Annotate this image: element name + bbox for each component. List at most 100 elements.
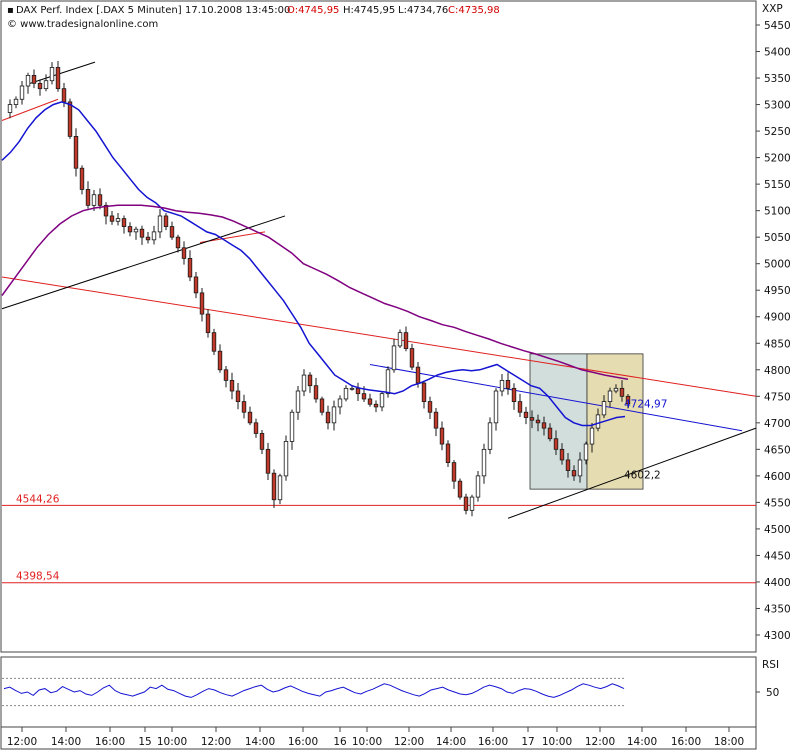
candle-body — [361, 393, 367, 400]
red-short-trend — [1, 98, 59, 121]
candle-body — [523, 411, 529, 418]
x-tick-label: 10:00 — [157, 736, 187, 748]
candle-body — [265, 448, 271, 474]
x-tick-label: 16:00 — [478, 736, 508, 748]
candle-body — [457, 480, 463, 498]
candle-body — [613, 387, 619, 392]
header-title: DAX Perf. Index [.DAX 5 Minuten] — [16, 5, 182, 16]
candle-body — [55, 67, 61, 90]
header-datetime: 17.10.2008 13:45:00 — [185, 5, 290, 16]
candle-body — [43, 80, 49, 90]
red-trend-line — [1, 276, 757, 397]
candle-body — [475, 475, 481, 498]
candle-body — [625, 395, 631, 405]
candle-body — [559, 448, 565, 461]
candle-body — [283, 440, 289, 477]
candle-body — [607, 390, 613, 403]
x-tick-label: 10:00 — [352, 736, 382, 748]
y-tick-label: 5450 — [764, 20, 791, 32]
candle-body — [211, 332, 217, 352]
annotations: 4724,97 4602,2 — [624, 399, 667, 482]
candle-body — [151, 231, 157, 241]
candle-body — [313, 385, 319, 400]
x-tick-label: 18:00 — [714, 736, 744, 748]
support-line-label: 4398,54 — [16, 571, 60, 583]
candle-body — [175, 236, 181, 249]
candle-body — [601, 401, 607, 416]
candle-body — [235, 390, 241, 403]
candle-body — [67, 101, 73, 137]
candle-body — [127, 226, 133, 233]
y-tick-label: 5100 — [764, 206, 791, 218]
candle-body — [289, 411, 295, 442]
y-tick-label: 4650 — [764, 444, 791, 456]
candle-body — [517, 401, 523, 413]
candle-body — [199, 292, 205, 315]
candle-body — [337, 398, 343, 408]
candle-body — [415, 366, 421, 384]
black-short-trend — [29, 61, 96, 84]
candle-body — [49, 67, 55, 82]
candle-body — [349, 387, 355, 390]
candle-body — [217, 350, 223, 371]
y-tick-label: 4800 — [764, 365, 791, 377]
candle-body — [505, 379, 511, 389]
candle-body — [205, 313, 211, 334]
candle-body — [481, 448, 487, 477]
candle-body — [223, 369, 229, 381]
candle-body — [295, 390, 301, 413]
candle-body — [97, 194, 103, 206]
candle-body — [157, 215, 163, 233]
y-tick-label: 5300 — [764, 100, 791, 112]
y-tick-label: 5000 — [764, 259, 791, 271]
x-tick-label: 15 — [138, 736, 151, 748]
candle-body — [499, 379, 505, 392]
candle-body — [169, 226, 175, 238]
y-tick-label: 4850 — [764, 338, 791, 350]
candle-body — [133, 228, 139, 233]
candle-body — [595, 414, 601, 429]
x-axis-strip — [0, 726, 757, 750]
candle-body — [403, 332, 409, 349]
candle-body — [31, 74, 37, 84]
candle-body — [355, 387, 361, 395]
candle-body — [271, 472, 277, 501]
x-tick-label: 16:00 — [288, 736, 318, 748]
candle-body — [379, 393, 385, 408]
candle-body — [553, 438, 559, 450]
rsi-frame — [0, 656, 757, 728]
ma-slow-line — [1, 204, 629, 381]
support-line-label: 4544,26 — [16, 493, 60, 505]
candle-body — [493, 390, 499, 424]
y-tick-label: 4400 — [764, 577, 791, 589]
candle-body — [25, 74, 31, 87]
x-tick-label: 16 — [333, 736, 347, 748]
candle-body — [397, 332, 403, 347]
candle-body — [61, 88, 67, 103]
chart-header: ▪ DAX Perf. Index [.DAX 5 Minuten] 17.10… — [7, 3, 783, 30]
candle-body — [529, 417, 535, 421]
candle-body — [391, 345, 397, 371]
candle-body — [73, 135, 79, 169]
x-tick-label: 12:00 — [394, 736, 424, 748]
candle-body — [565, 459, 571, 471]
candle-body — [331, 406, 337, 424]
y-tick-label: 5400 — [764, 47, 791, 59]
annotation-low-value: 4602,2 — [624, 470, 661, 482]
candle-body — [451, 462, 457, 482]
rsi-panel: RSI 50 — [2, 659, 779, 707]
candle-body — [511, 387, 517, 403]
header-source: © www.tradesignalonline.com — [7, 19, 158, 30]
candle-body — [535, 419, 541, 424]
rsi-title: RSI — [762, 659, 779, 671]
candle-body — [121, 218, 127, 227]
x-tick-label: 14:00 — [627, 736, 657, 748]
candle-body — [409, 348, 415, 368]
header-icon[interactable]: ▪ — [7, 5, 14, 16]
x-tick-label: 16:00 — [95, 736, 125, 748]
rsi-line — [3, 683, 625, 698]
header-close: C:4735,98 — [448, 5, 500, 16]
candle-body — [247, 411, 253, 424]
candle-body — [421, 382, 427, 403]
